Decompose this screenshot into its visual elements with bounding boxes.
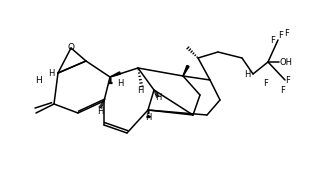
Text: F: F xyxy=(284,28,289,37)
Text: H: H xyxy=(97,107,103,116)
Text: H: H xyxy=(117,80,123,89)
Text: H: H xyxy=(155,93,161,102)
Text: H: H xyxy=(145,114,151,123)
Text: H: H xyxy=(35,75,41,84)
Text: F: F xyxy=(285,75,290,84)
Polygon shape xyxy=(110,72,120,77)
Text: H: H xyxy=(137,86,143,94)
Text: OH: OH xyxy=(279,57,292,66)
Polygon shape xyxy=(183,66,189,76)
Text: F: F xyxy=(270,35,275,44)
Text: H: H xyxy=(48,69,54,78)
Text: F: F xyxy=(278,31,283,40)
Text: F: F xyxy=(280,86,285,94)
Text: H: H xyxy=(244,69,250,78)
Text: O: O xyxy=(68,44,74,53)
Text: F: F xyxy=(263,78,268,87)
